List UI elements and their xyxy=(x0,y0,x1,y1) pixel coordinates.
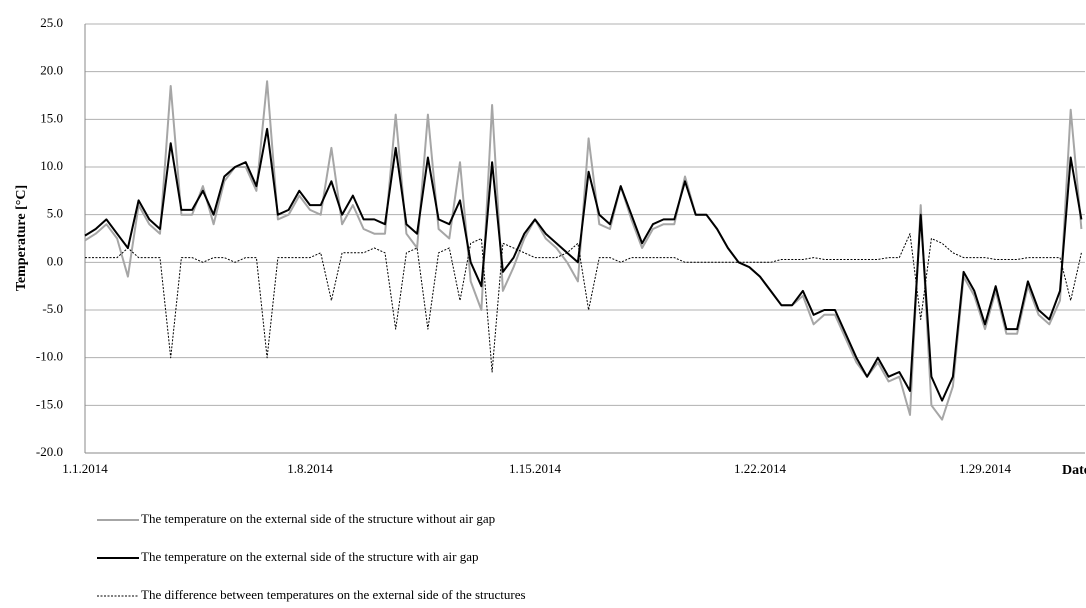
y-tick-label: 20.0 xyxy=(40,63,63,78)
y-tick-label: 25.0 xyxy=(40,15,63,30)
y-tick-label: 10.0 xyxy=(40,158,63,173)
series-line xyxy=(85,233,1082,373)
y-axis-title: Temperature [°C] xyxy=(14,185,29,291)
x-tick-label: 1.15.2014 xyxy=(509,461,562,476)
x-tick-label: 1.22.2014 xyxy=(734,461,787,476)
x-axis-title: Date xyxy=(1062,463,1086,478)
x-tick-label: 1.1.2014 xyxy=(62,461,108,476)
legend-label: The temperature on the external side of … xyxy=(141,549,479,564)
legend-label: The difference between temperatures on t… xyxy=(141,587,526,602)
y-tick-label: -5.0 xyxy=(42,301,63,316)
x-tick-label: 1.8.2014 xyxy=(287,461,333,476)
y-tick-label: 5.0 xyxy=(47,206,63,221)
y-tick-label: 0.0 xyxy=(47,253,63,268)
y-tick-label: -15.0 xyxy=(36,396,63,411)
y-tick-label: -20.0 xyxy=(36,444,63,459)
x-tick-label: 1.29.2014 xyxy=(959,461,1012,476)
series-line xyxy=(84,127,1083,402)
series-line xyxy=(84,80,1083,421)
y-tick-label: -10.0 xyxy=(36,349,63,364)
legend-label: The temperature on the external side of … xyxy=(141,511,495,526)
y-tick-label: 15.0 xyxy=(40,110,63,125)
